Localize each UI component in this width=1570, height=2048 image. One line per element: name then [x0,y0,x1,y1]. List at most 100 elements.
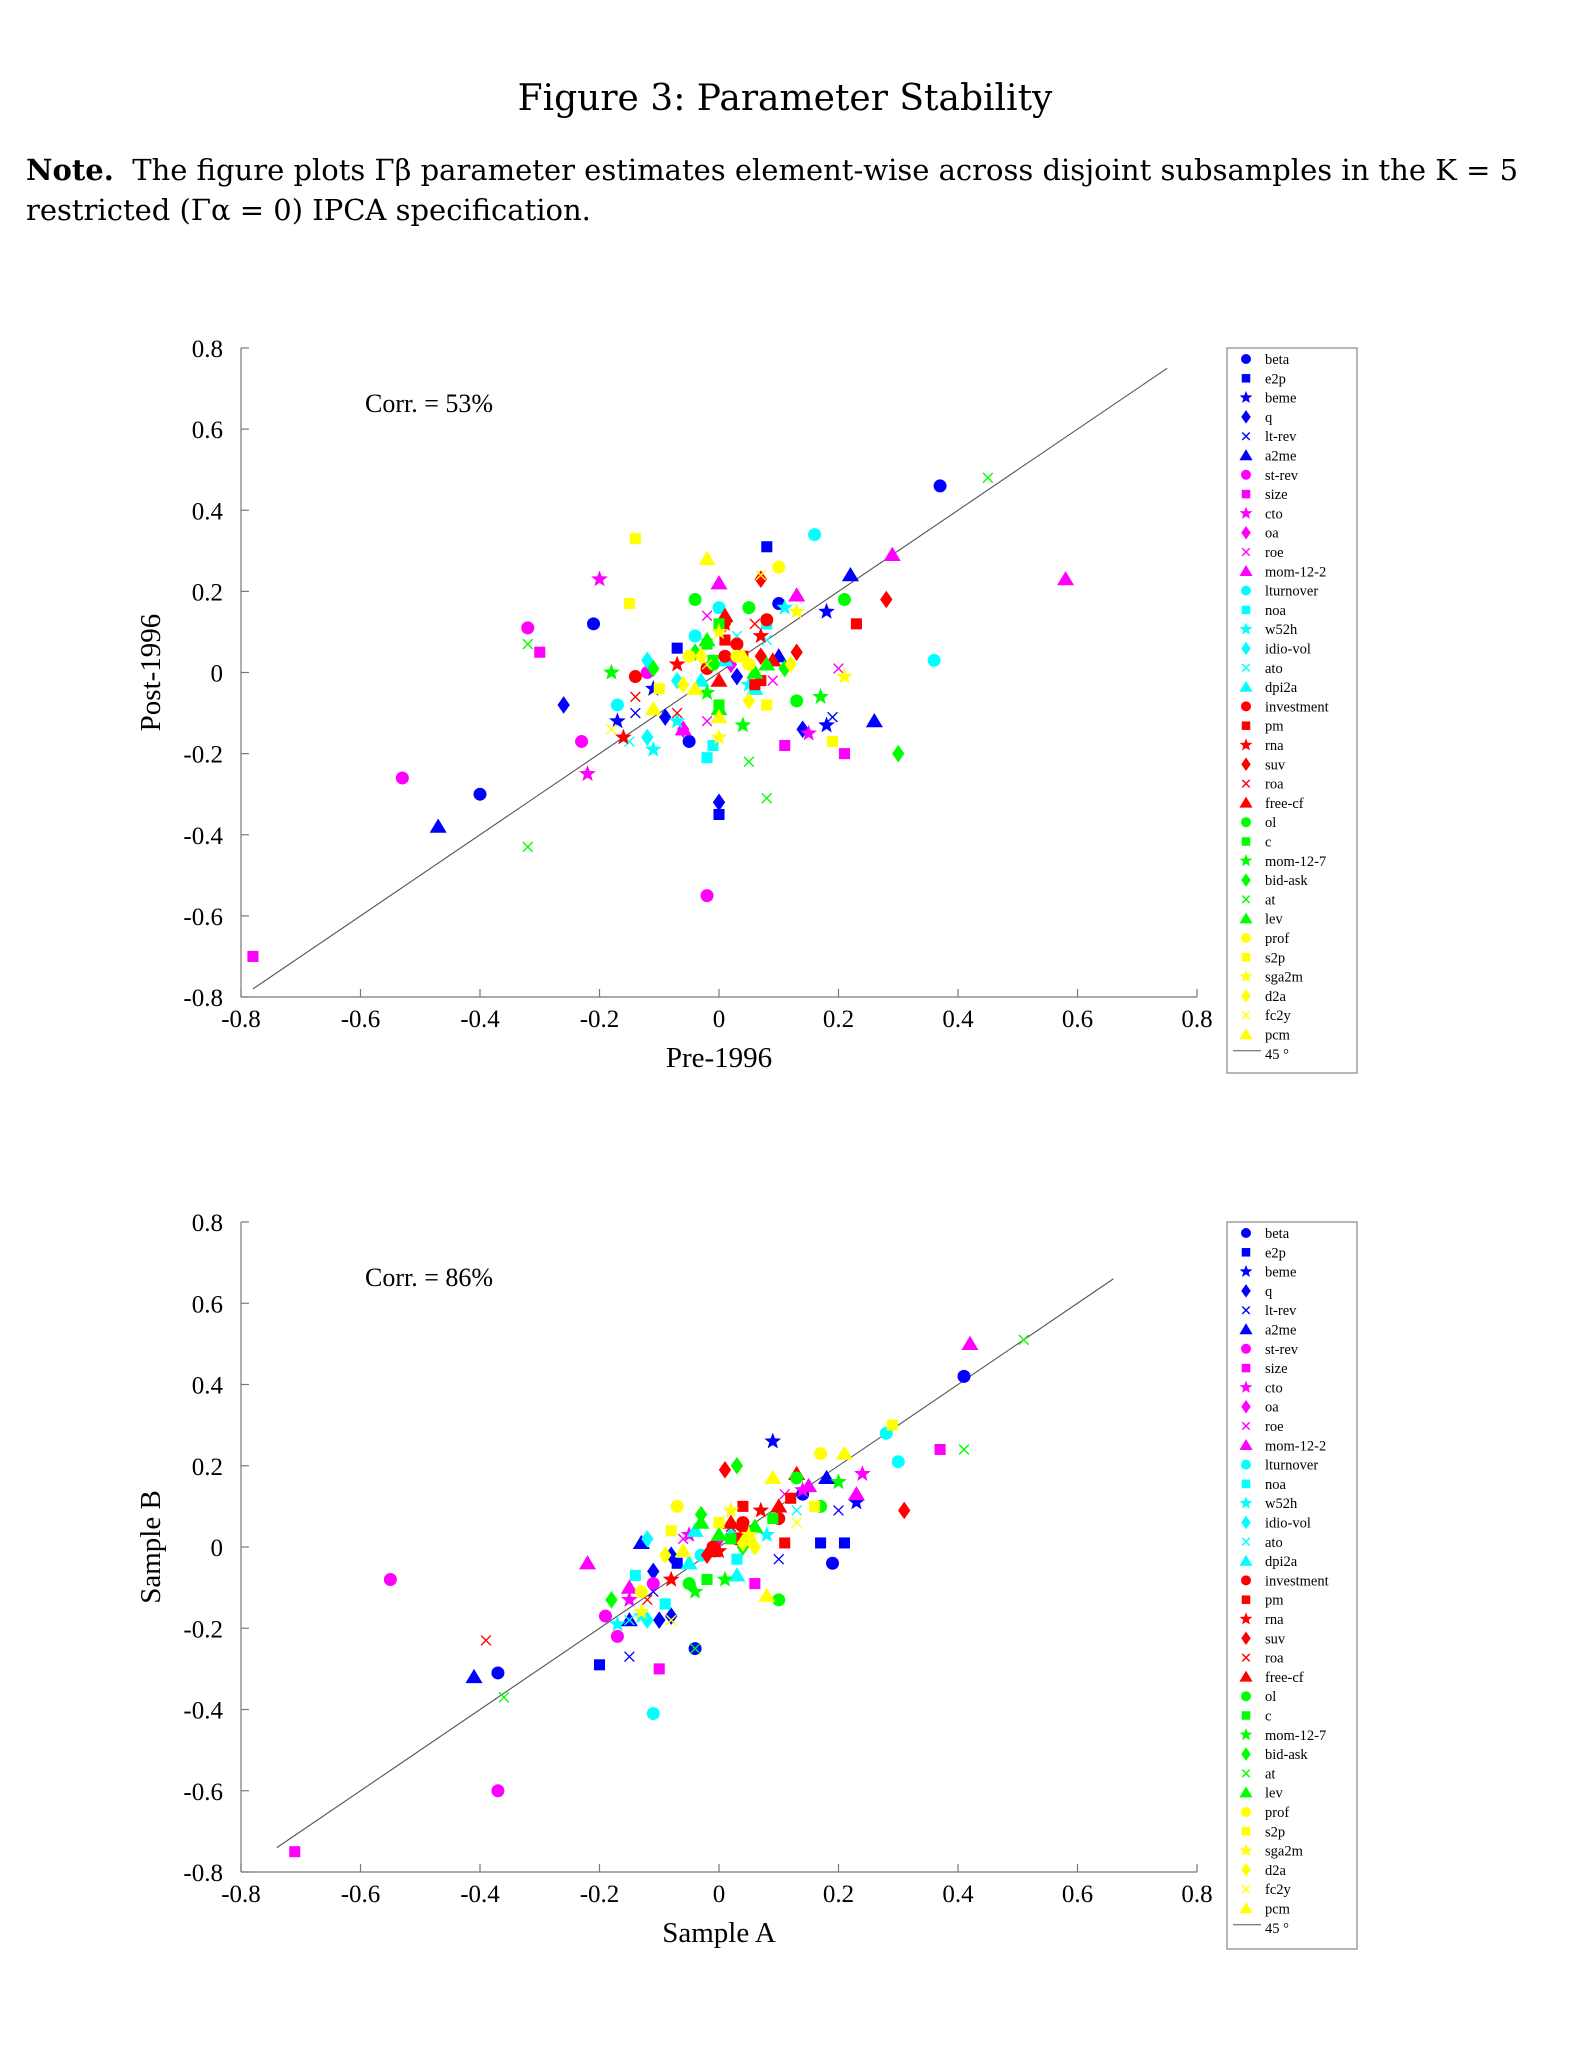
point-mom-12-7 [686,1582,704,1599]
x-axis-title: Sample A [662,1917,776,1949]
point-pcm [710,708,728,724]
triangle-marker-icon [1239,1786,1253,1798]
point-size [653,1663,665,1675]
circle-marker-icon [1241,469,1251,480]
legend-item-ato: ato [1241,1535,1283,1551]
point-lt-rev [624,1651,635,1663]
point-rna [668,655,686,672]
point-mom-12-2 [961,1335,979,1350]
legend-label: beta [1265,1226,1290,1242]
legend-label: dpi2a [1265,1554,1298,1570]
point-size [779,739,791,752]
legend-label: cto [1265,1380,1283,1396]
diamond-marker-icon [1241,1399,1251,1414]
point-bid-ask [605,1591,618,1609]
point-st-rev [598,1609,612,1623]
point-s2p [623,598,635,610]
legend-item-st-rev: st-rev [1241,468,1299,484]
diamond-marker-icon [1241,1631,1251,1646]
point-mom-12-2 [847,1486,865,1501]
circle-marker-icon [1241,1459,1251,1470]
point-w52h [644,740,662,757]
legend-label: size [1265,1361,1288,1377]
triangle-marker-icon [1239,1670,1253,1682]
y-tick-label: 0.4 [192,498,224,525]
x-tick-label: 0.4 [942,1881,974,1908]
legend-item-roe: roe [1241,1419,1284,1435]
point-rna [710,1542,728,1559]
point-dpi2a [728,1567,746,1582]
point-c [767,1513,779,1525]
point-pcm [835,1445,854,1460]
point-investment [760,613,774,627]
point-beta [491,1666,505,1680]
legend-item-beta: beta [1241,352,1290,368]
legend-label: d2a [1265,1863,1287,1879]
legend-item-ato: ato [1241,661,1283,677]
legend-label: lt-rev [1265,429,1297,445]
star-marker-icon [1239,1496,1253,1509]
legend-label: pcm [1265,1028,1291,1044]
legend-item-s2p: s2p [1241,950,1285,966]
point-at [522,638,534,650]
x-marker-icon [1241,1305,1251,1315]
point-a2me [620,1612,638,1627]
legend-label: prof [1265,931,1289,947]
point-roe [833,663,844,674]
triangle-marker-icon [1239,912,1253,924]
legend-label: size [1265,487,1288,503]
legend-label: 45 ° [1265,1921,1289,1937]
legend-item-roa: roa [1241,777,1284,793]
triangle-marker-icon [1239,1028,1253,1040]
diamond-marker-icon [1241,525,1251,540]
point-roa [480,1635,492,1646]
legend-label: beme [1265,391,1296,407]
x-tick-label: 0.8 [1181,1006,1212,1033]
point-at [1018,1334,1030,1346]
star-marker-icon [1239,506,1253,519]
point-lturnover [610,698,624,712]
legend-label: ol [1265,1689,1276,1705]
legend-item-bid-ask: bid-ask [1241,873,1308,889]
legend-label: roa [1265,777,1284,793]
legend-label: st-rev [1265,468,1299,484]
legend-label: q [1265,1284,1272,1300]
point-beme [609,712,626,729]
point-q [653,1611,666,1629]
legend-item-e2p: e2p [1241,371,1286,387]
point-free-cf [710,672,728,687]
point-size [534,646,546,658]
point-rna [752,1501,770,1518]
point-lturnover [712,601,726,615]
point-mom-12-2 [674,721,692,736]
circle-marker-icon [1241,1575,1251,1586]
legend-item-free-cf: free-cf [1239,1670,1304,1686]
point-sga2m [710,728,728,745]
y-tick-label: -0.6 [183,1779,223,1806]
legend-label: idio-vol [1265,1516,1311,1532]
point-mom-12-2 [883,546,901,561]
scatter-chart-pre-post-1996: -0.8 -0.6 -0.4 -0.2 0 0.2 0.4 0.6 0.8 0.8 0.6 0.4 0.… [135,336,1358,1074]
square-marker-icon [1241,721,1251,730]
square-marker-icon [1241,1711,1251,1720]
figure-title: Figure 3: Parameter Stability [517,78,1053,119]
legend-item-dpi2a: dpi2a [1239,680,1298,696]
legend-label: s2p [1265,950,1285,966]
point-investment [718,649,732,663]
legend-item-cto: cto [1239,1380,1283,1396]
x-marker-icon [1241,547,1251,557]
star-marker-icon [1239,738,1253,751]
diamond-marker-icon [1241,1284,1251,1298]
point-q [665,1607,678,1625]
legend-item-fc2y: fc2y [1241,1882,1292,1898]
square-marker-icon [1241,374,1251,383]
x-marker-icon [1241,779,1251,788]
point-st-rev [610,1629,624,1643]
legend-item-noa: noa [1241,1477,1287,1493]
point-mom-12-2 [1057,571,1075,586]
legend-item-cto: cto [1239,506,1283,522]
x-marker-icon [1241,663,1251,673]
point-sga2m [632,1603,650,1620]
triangle-marker-icon [1239,565,1253,576]
triangle-marker-icon [1239,1439,1253,1450]
